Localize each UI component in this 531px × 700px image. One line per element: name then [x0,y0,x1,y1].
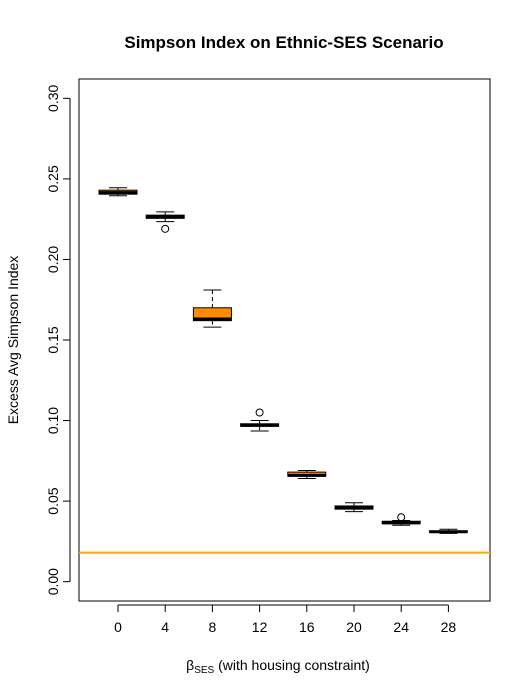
y-tick-label: 0.25 [45,165,61,192]
boxplot-0 [98,187,138,197]
y-axis: 0.00 0.05 0.10 0.15 0.20 0.25 0.30 [45,84,71,595]
boxplot-20 [334,502,374,513]
boxplot-16 [287,470,327,480]
outlier-point [255,408,264,417]
x-axis-label-text: (with housing constraint) [214,657,370,673]
x-axis-label: βSES (with housing constraint) [186,657,370,676]
boxplot-series [98,187,468,534]
y-tick-label: 0.05 [45,487,61,514]
x-tick-label: 16 [299,619,315,635]
x-tick-label: 12 [252,619,268,635]
x-tick-label: 0 [114,619,122,635]
box-iqr [192,307,232,322]
x-tick-label: 20 [346,619,362,635]
x-tick-label: 24 [393,619,409,635]
outlier-point [397,513,406,522]
boxplot-4 [145,211,185,233]
chart-title: Simpson Index on Ethnic-SES Scenario [124,33,443,52]
x-tick-label: 8 [209,619,217,635]
boxplot-24 [381,513,421,526]
x-tick-label: 4 [161,619,169,635]
y-tick-label: 0.10 [45,407,61,434]
boxplot-12 [240,408,280,432]
boxplot-8 [192,289,232,328]
y-tick-label: 0.20 [45,246,61,273]
x-tick-label: 28 [441,619,457,635]
y-tick-label: 0.30 [45,84,61,111]
y-tick-label: 0.15 [45,326,61,353]
outlier-point [161,224,170,233]
boxplot-28 [428,528,468,534]
x-axis: 0 4 8 12 16 20 24 28 [114,604,457,635]
y-axis-label: Excess Avg Simpson Index [5,256,21,425]
y-tick-label: 0.00 [45,568,61,595]
x-axis-label-subscript: SES [194,665,214,676]
plot-frame [78,78,491,602]
x-axis-label-symbol: β [186,657,194,673]
